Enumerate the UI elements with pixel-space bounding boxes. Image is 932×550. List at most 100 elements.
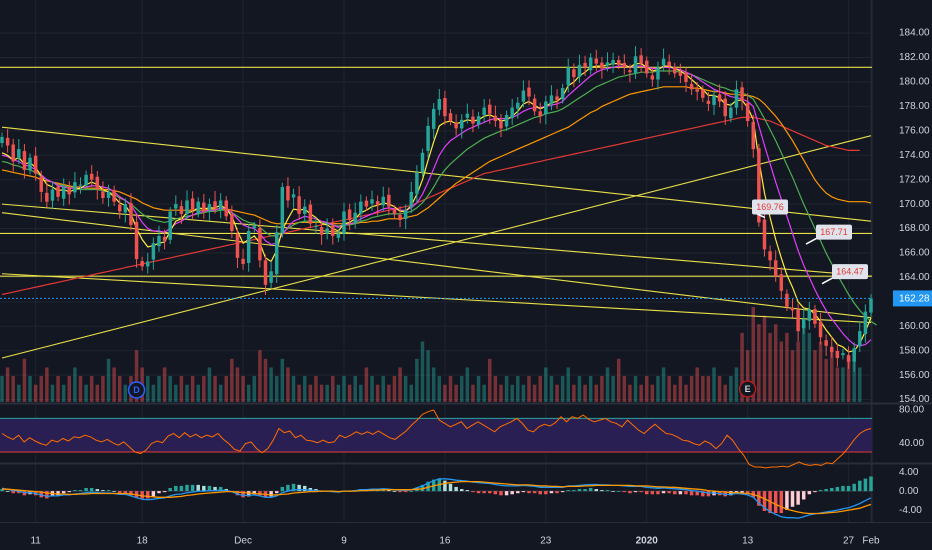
candle — [695, 82, 699, 101]
candle — [174, 195, 178, 216]
candle-body — [274, 232, 279, 275]
candle-body — [796, 309, 800, 332]
volume-bar — [841, 367, 845, 402]
candle-body — [61, 187, 66, 199]
candle — [521, 80, 526, 108]
volume-bar — [241, 376, 245, 402]
candle-body — [611, 59, 615, 65]
volume-bar — [426, 350, 430, 402]
macd-histogram-bar — [538, 491, 542, 495]
candle-body — [594, 58, 599, 64]
candle-body — [67, 187, 72, 195]
volume-bar — [482, 384, 486, 402]
volume-bar — [45, 367, 49, 402]
volume-bar — [745, 350, 750, 402]
price-tick-label: 178.00 — [899, 101, 930, 112]
price-axis[interactable]: 184.00 182.00 180.00 178.00 176.00 174.00 172.… — [899, 28, 930, 516]
earnings-marker[interactable]: E — [738, 380, 757, 398]
candle-body — [336, 233, 341, 238]
macd-histogram-bar — [488, 491, 492, 494]
candle — [207, 198, 212, 221]
macd-histogram-bar — [639, 491, 643, 493]
candle — [280, 182, 285, 238]
candle-body — [22, 151, 27, 170]
candle — [274, 225, 279, 283]
candle-body — [241, 258, 245, 264]
macd-histogram-bar — [11, 491, 15, 494]
candle-body — [566, 67, 570, 86]
candle — [359, 194, 363, 223]
volume-bar — [123, 384, 128, 402]
callout-2[interactable]: 167.71 — [805, 224, 852, 245]
candle-body — [616, 59, 621, 65]
volume-bar — [459, 376, 464, 402]
candle-body — [600, 62, 604, 69]
volume-bar — [202, 376, 206, 402]
macd-histogram-bar — [745, 491, 750, 495]
macd-histogram-bar — [106, 490, 111, 492]
time-tick-label: 13 — [742, 536, 754, 547]
candle-body — [73, 182, 77, 193]
time-tick-label: 9 — [341, 536, 347, 547]
candle-body — [605, 62, 610, 66]
volume-bar — [347, 384, 352, 402]
candle — [482, 98, 486, 123]
candle-body — [426, 125, 430, 151]
price-tick-label: 172.00 — [899, 174, 930, 185]
macd-histogram-bar — [661, 491, 666, 494]
macd-histogram-bar — [645, 491, 649, 495]
volume-bar — [835, 367, 840, 402]
macd-histogram-bar — [555, 491, 559, 494]
candle-body — [801, 318, 806, 329]
callout-1[interactable]: 169.76 — [752, 199, 788, 219]
candle-body — [258, 228, 262, 261]
macd-histogram-bar — [303, 485, 307, 492]
macd-histogram-bar — [622, 491, 627, 493]
candle-body — [269, 271, 273, 283]
volume-bar — [89, 376, 94, 402]
candle — [286, 177, 290, 208]
volume-bar — [493, 376, 498, 402]
candle-body — [858, 331, 862, 347]
last-price-tag[interactable]: 162.28 — [0, 290, 932, 307]
dividend-marker-label: D — [133, 385, 140, 395]
macd-histogram-bar — [185, 484, 189, 492]
candle — [235, 228, 240, 268]
candle-body — [745, 103, 750, 122]
candle — [291, 188, 296, 208]
macd-histogram-bar — [779, 491, 784, 514]
price-tick-label: 154.00 — [899, 394, 930, 405]
volume-bar — [190, 376, 195, 402]
candle — [572, 63, 576, 88]
volume-bar — [297, 384, 301, 402]
callout-3[interactable]: 164.47 — [821, 264, 868, 285]
macd-histogram-bar — [280, 486, 285, 492]
macd-histogram-bar — [656, 491, 660, 495]
volume-bar — [499, 384, 503, 402]
candle — [560, 83, 565, 104]
candle-body — [218, 200, 223, 210]
candle-body — [678, 72, 683, 76]
macd-histogram-bar — [246, 491, 251, 497]
volume-bar — [813, 350, 817, 402]
time-axis[interactable]: 11 18 Dec 9 16 23 2020 13 27 Feb — [30, 536, 880, 547]
dividend-marker[interactable]: D — [127, 381, 146, 399]
candle — [303, 199, 307, 223]
candle — [684, 67, 688, 93]
volume-bar — [712, 367, 716, 402]
candle — [762, 210, 767, 257]
candle — [712, 89, 716, 116]
candle-body — [532, 98, 537, 112]
candle — [701, 85, 705, 103]
candle-body — [297, 196, 301, 214]
volume-bar — [471, 384, 475, 402]
candle — [61, 178, 66, 206]
candle-body — [656, 67, 660, 80]
price-tick-label: 170.00 — [899, 199, 930, 210]
candle — [555, 89, 559, 109]
macd-histogram-bar — [482, 491, 486, 494]
candle-body — [431, 108, 436, 129]
candle — [740, 81, 744, 111]
candle-body — [403, 210, 408, 220]
